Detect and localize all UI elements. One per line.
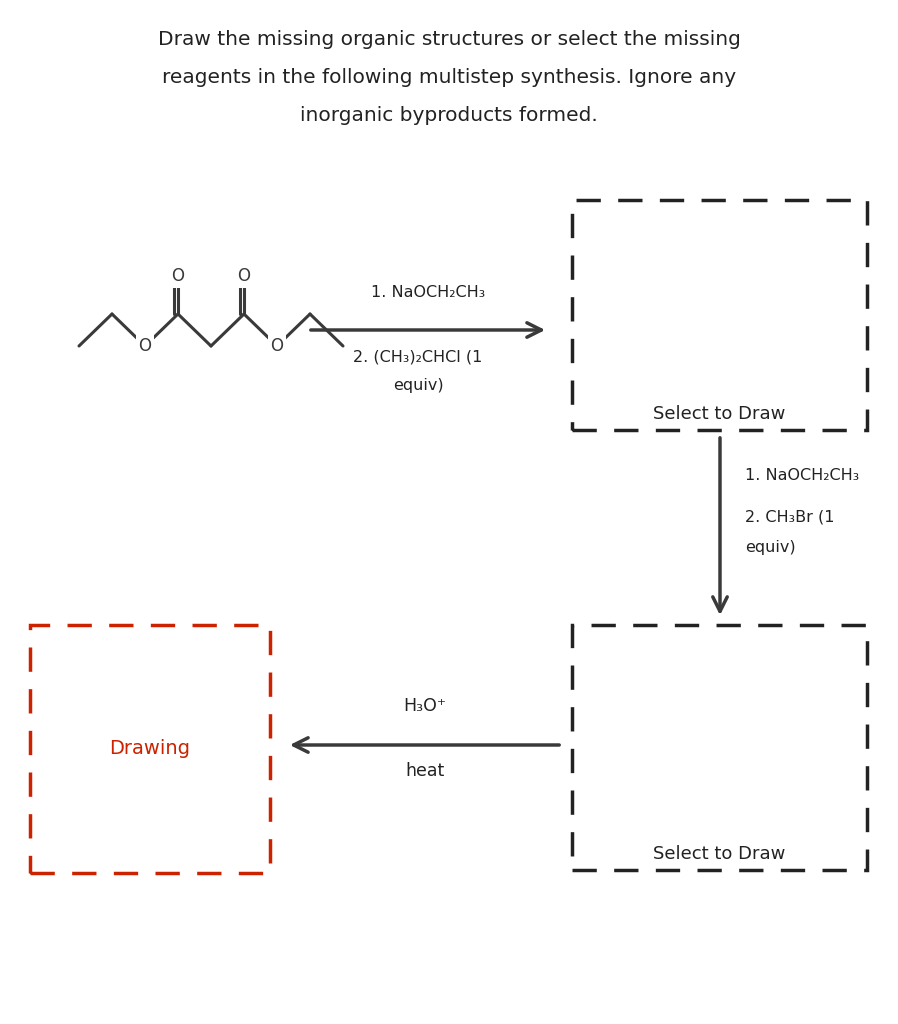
Bar: [572, 625, 867, 870]
Text: O: O: [270, 337, 284, 355]
Bar: [572, 200, 867, 430]
Text: Drawing: Drawing: [110, 739, 190, 759]
Text: Select to Draw: Select to Draw: [654, 406, 786, 423]
Text: inorganic byproducts formed.: inorganic byproducts formed.: [300, 106, 598, 125]
Text: reagents in the following multistep synthesis. Ignore any: reagents in the following multistep synt…: [162, 68, 736, 87]
Text: Draw the missing organic structures or select the missing: Draw the missing organic structures or s…: [157, 30, 741, 49]
Text: O: O: [237, 267, 251, 285]
Text: equiv): equiv): [745, 540, 796, 555]
Text: 2. (CH₃)₂CHCl (1: 2. (CH₃)₂CHCl (1: [353, 350, 483, 365]
Text: 1. NaOCH₂CH₃: 1. NaOCH₂CH₃: [745, 468, 859, 483]
Text: heat: heat: [405, 762, 445, 780]
Text: 1. NaOCH₂CH₃: 1. NaOCH₂CH₃: [371, 285, 485, 300]
Bar: [30, 625, 270, 873]
Text: H₃O⁺: H₃O⁺: [403, 697, 446, 715]
Text: 2. CH₃Br (1: 2. CH₃Br (1: [745, 510, 834, 525]
Text: O: O: [138, 337, 152, 355]
Text: equiv): equiv): [392, 378, 444, 393]
Text: O: O: [172, 267, 184, 285]
Text: Select to Draw: Select to Draw: [654, 845, 786, 863]
